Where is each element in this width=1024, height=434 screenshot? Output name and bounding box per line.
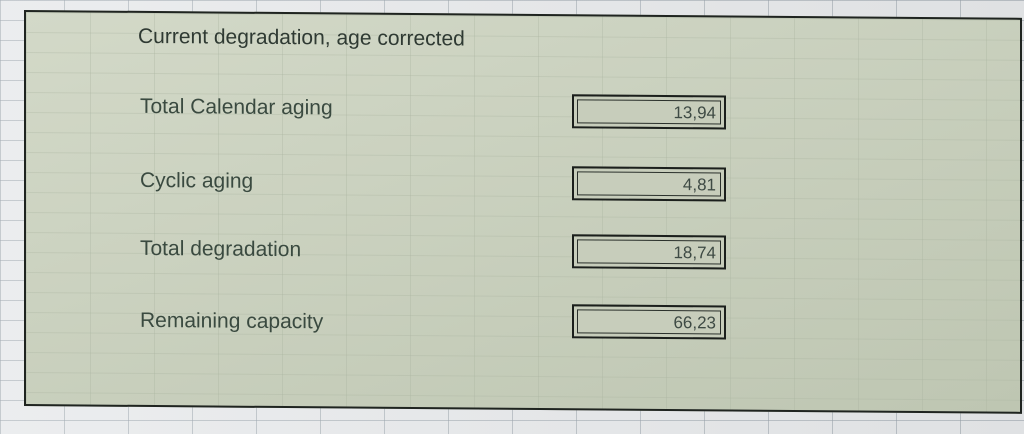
row-label-calendar-aging: Total Calendar aging <box>140 94 333 120</box>
row-label-total-degradation: Total degradation <box>140 236 302 262</box>
value-cell-cyclic-aging[interactable]: 4,81 <box>572 166 726 202</box>
value-remaining-capacity: 66,23 <box>673 313 716 333</box>
value-calendar-aging: 13,94 <box>673 103 716 123</box>
value-cell-total-degradation[interactable]: 18,74 <box>572 234 726 270</box>
value-cell-remaining-capacity[interactable]: 66,23 <box>572 304 726 340</box>
row-label-remaining-capacity: Remaining capacity <box>140 308 324 334</box>
row-label-cyclic-aging: Cyclic aging <box>140 168 254 193</box>
value-total-degradation: 18,74 <box>673 243 716 263</box>
value-cell-calendar-aging[interactable]: 13,94 <box>572 94 726 130</box>
degradation-panel: Current degradation, age corrected Total… <box>24 10 1022 414</box>
value-cyclic-aging: 4,81 <box>682 175 716 195</box>
panel-title: Current degradation, age corrected <box>138 24 465 51</box>
